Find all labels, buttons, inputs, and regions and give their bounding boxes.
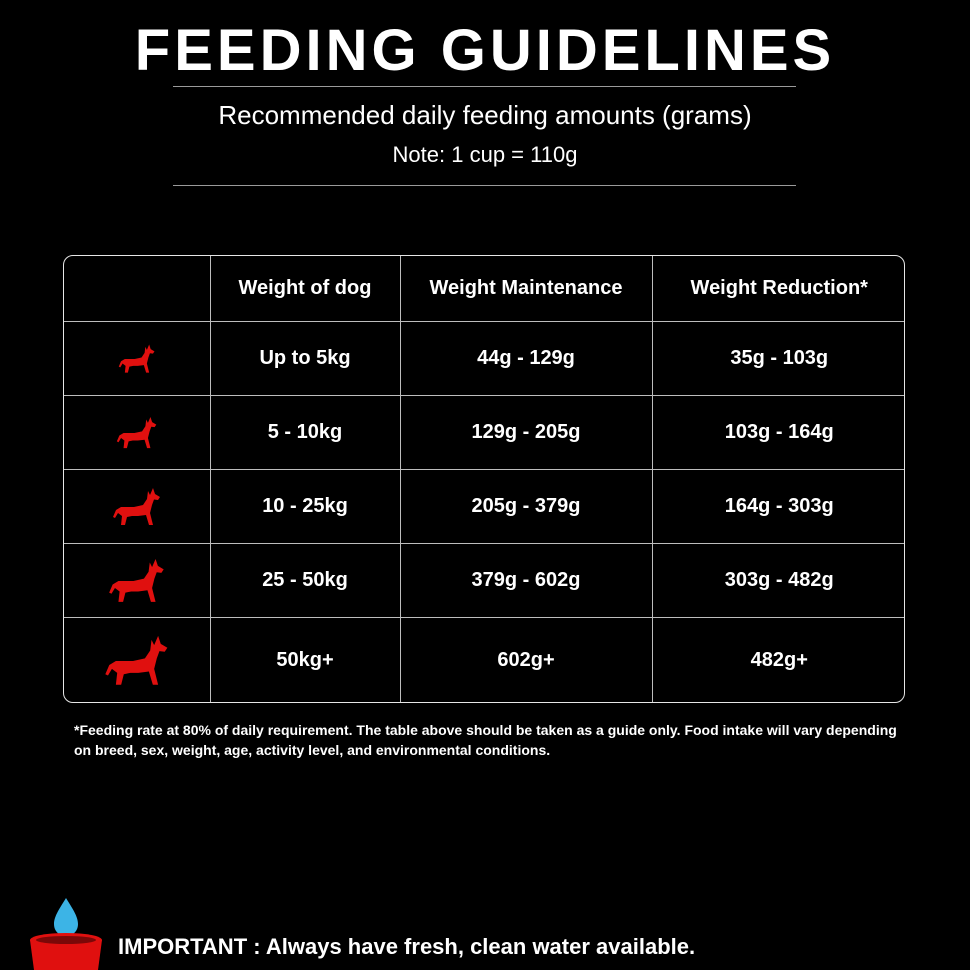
maintenance-cell: 205g - 379g — [399, 469, 653, 544]
dog-icon — [118, 344, 155, 373]
dog-icon-cell — [64, 469, 211, 544]
dog-icon-cell — [64, 321, 211, 396]
weight-cell: 10 - 25kg — [209, 469, 401, 544]
important-notice: IMPORTANT : Always have fresh, clean wat… — [118, 934, 696, 959]
cup-note: Note: 1 cup = 110g — [392, 142, 578, 167]
dog-icon — [105, 635, 168, 685]
table-row: 50kg+ 602g+ 482g+ — [64, 617, 904, 702]
weight-cell: 5 - 10kg — [209, 395, 401, 470]
footnote: *Feeding rate at 80% of daily requiremen… — [74, 722, 897, 758]
table-row: 25 - 50kg 379g - 602g 303g - 482g — [64, 543, 904, 618]
subtitle: Recommended daily feeding amounts (grams… — [218, 100, 752, 130]
weight-cell: Up to 5kg — [209, 321, 401, 396]
title-divider — [173, 86, 796, 87]
feeding-table: Weight of dog Weight Maintenance Weight … — [63, 255, 905, 703]
table-row: 10 - 25kg 205g - 379g 164g - 303g — [64, 469, 904, 544]
dog-icon — [112, 487, 160, 525]
reduction-cell: 164g - 303g — [651, 469, 904, 544]
table-row: 5 - 10kg 129g - 205g 103g - 164g — [64, 395, 904, 470]
dog-icon — [108, 558, 164, 602]
dog-icon — [116, 416, 157, 448]
dog-icon-cell — [64, 543, 211, 618]
table-row: Up to 5kg 44g - 129g 35g - 103g — [64, 321, 904, 396]
reduction-cell: 482g+ — [651, 617, 904, 702]
reduction-cell: 303g - 482g — [651, 543, 904, 618]
table-header-row: Weight of dog Weight Maintenance Weight … — [64, 256, 904, 322]
weight-cell: 25 - 50kg — [209, 543, 401, 618]
column-header-reduction: Weight Reduction* — [651, 256, 904, 322]
column-header-icon — [64, 256, 211, 322]
column-header-maintenance: Weight Maintenance — [399, 256, 653, 322]
maintenance-cell: 129g - 205g — [399, 395, 653, 470]
maintenance-cell: 44g - 129g — [399, 321, 653, 396]
column-header-weight: Weight of dog — [209, 256, 401, 322]
dog-icon-cell — [64, 395, 211, 470]
page-title: FEEDING GUIDELINES — [134, 18, 836, 83]
header-divider — [173, 185, 796, 186]
weight-cell: 50kg+ — [209, 617, 401, 702]
water-bowl-icon — [30, 898, 102, 970]
reduction-cell: 103g - 164g — [651, 395, 904, 470]
maintenance-cell: 602g+ — [399, 617, 653, 702]
maintenance-cell: 379g - 602g — [399, 543, 653, 618]
dog-icon-cell — [64, 617, 211, 702]
reduction-cell: 35g - 103g — [651, 321, 904, 396]
